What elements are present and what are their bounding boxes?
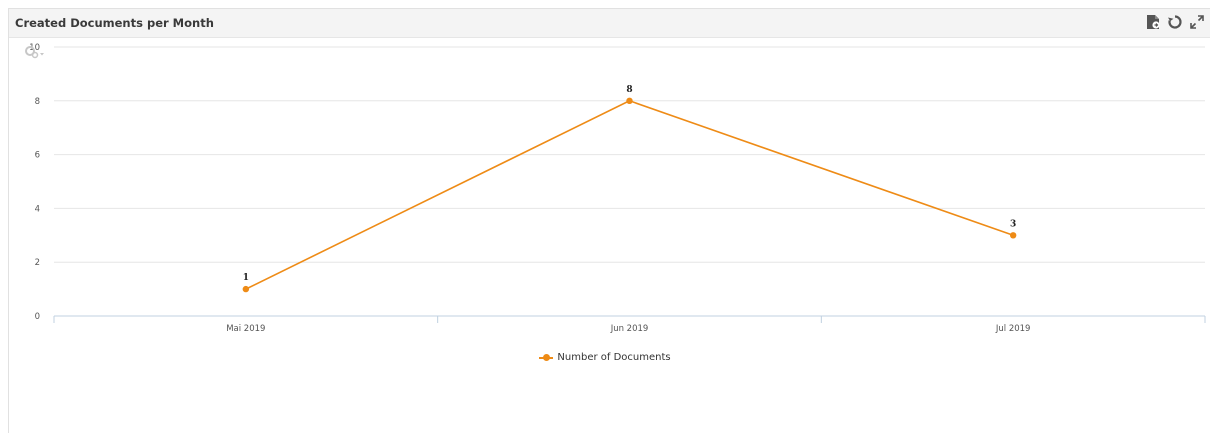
- panel-title: Created Documents per Month: [15, 16, 214, 30]
- data-label: 8: [626, 85, 632, 95]
- y-tick-label: 4: [35, 204, 40, 214]
- data-point: [1009, 232, 1017, 239]
- expand-icon[interactable]: [1189, 14, 1205, 30]
- legend: Number of Documents: [0, 352, 1210, 365]
- refresh-icon[interactable]: [1167, 14, 1183, 30]
- series-line: [245, 99, 1014, 290]
- legend-label: Number of Documents: [557, 352, 671, 363]
- export-pdf-icon[interactable]: [1145, 14, 1161, 30]
- x-tick-label: Jul 2019: [995, 324, 1031, 334]
- data-point: [626, 97, 633, 105]
- legend-marker: [539, 354, 554, 362]
- legend-item-number-of-documents[interactable]: Number of Documents: [539, 352, 671, 363]
- data-point: [242, 285, 250, 293]
- y-tick-label: 0: [35, 312, 40, 322]
- data-label: 1: [243, 273, 249, 283]
- panel-header: Created Documents per Month: [9, 9, 1210, 38]
- y-tick-label: 6: [35, 151, 40, 161]
- gear-menu-icon[interactable]: [24, 44, 46, 60]
- y-tick-label: 8: [35, 97, 40, 107]
- x-tick-label: Mai 2019: [226, 324, 265, 334]
- x-tick-label: Jun 2019: [610, 324, 649, 334]
- data-label: 3: [1010, 219, 1016, 229]
- y-tick-label: 2: [35, 258, 40, 268]
- y-tick-label: 10: [29, 43, 40, 53]
- chart-panel: Created Documents per Month: [8, 8, 1210, 433]
- panel-toolbar: [1145, 14, 1205, 30]
